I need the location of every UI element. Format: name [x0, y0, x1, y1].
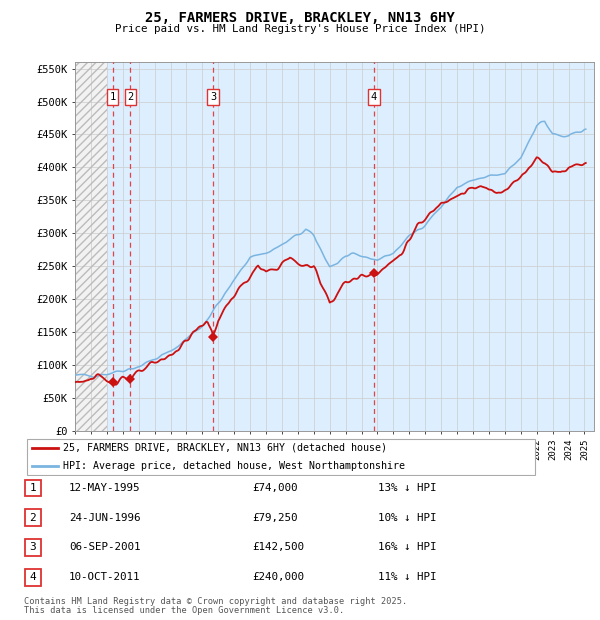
Text: 4: 4 — [29, 572, 37, 582]
Text: Price paid vs. HM Land Registry's House Price Index (HPI): Price paid vs. HM Land Registry's House … — [115, 24, 485, 33]
Text: 2: 2 — [127, 92, 134, 102]
Bar — [107, 62, 594, 431]
FancyBboxPatch shape — [26, 439, 535, 474]
Text: 3: 3 — [210, 92, 217, 102]
Text: 25, FARMERS DRIVE, BRACKLEY, NN13 6HY: 25, FARMERS DRIVE, BRACKLEY, NN13 6HY — [145, 11, 455, 25]
Bar — [75, 62, 107, 431]
Text: £74,000: £74,000 — [252, 483, 298, 493]
Text: HPI: Average price, detached house, West Northamptonshire: HPI: Average price, detached house, West… — [62, 461, 404, 471]
Text: 2: 2 — [29, 513, 37, 523]
Text: £240,000: £240,000 — [252, 572, 304, 582]
Text: 1: 1 — [29, 483, 37, 493]
Text: 3: 3 — [29, 542, 37, 552]
Text: 24-JUN-1996: 24-JUN-1996 — [69, 513, 140, 523]
Bar — [75, 62, 107, 431]
Text: 16% ↓ HPI: 16% ↓ HPI — [378, 542, 437, 552]
Text: Contains HM Land Registry data © Crown copyright and database right 2025.: Contains HM Land Registry data © Crown c… — [24, 597, 407, 606]
Text: This data is licensed under the Open Government Licence v3.0.: This data is licensed under the Open Gov… — [24, 606, 344, 615]
Text: 11% ↓ HPI: 11% ↓ HPI — [378, 572, 437, 582]
Text: £142,500: £142,500 — [252, 542, 304, 552]
Text: 06-SEP-2001: 06-SEP-2001 — [69, 542, 140, 552]
Text: £79,250: £79,250 — [252, 513, 298, 523]
Text: 10-OCT-2011: 10-OCT-2011 — [69, 572, 140, 582]
Text: 10% ↓ HPI: 10% ↓ HPI — [378, 513, 437, 523]
Text: 1: 1 — [109, 92, 116, 102]
Text: 4: 4 — [371, 92, 377, 102]
Text: 25, FARMERS DRIVE, BRACKLEY, NN13 6HY (detached house): 25, FARMERS DRIVE, BRACKLEY, NN13 6HY (d… — [62, 443, 387, 453]
Text: 13% ↓ HPI: 13% ↓ HPI — [378, 483, 437, 493]
Text: 12-MAY-1995: 12-MAY-1995 — [69, 483, 140, 493]
